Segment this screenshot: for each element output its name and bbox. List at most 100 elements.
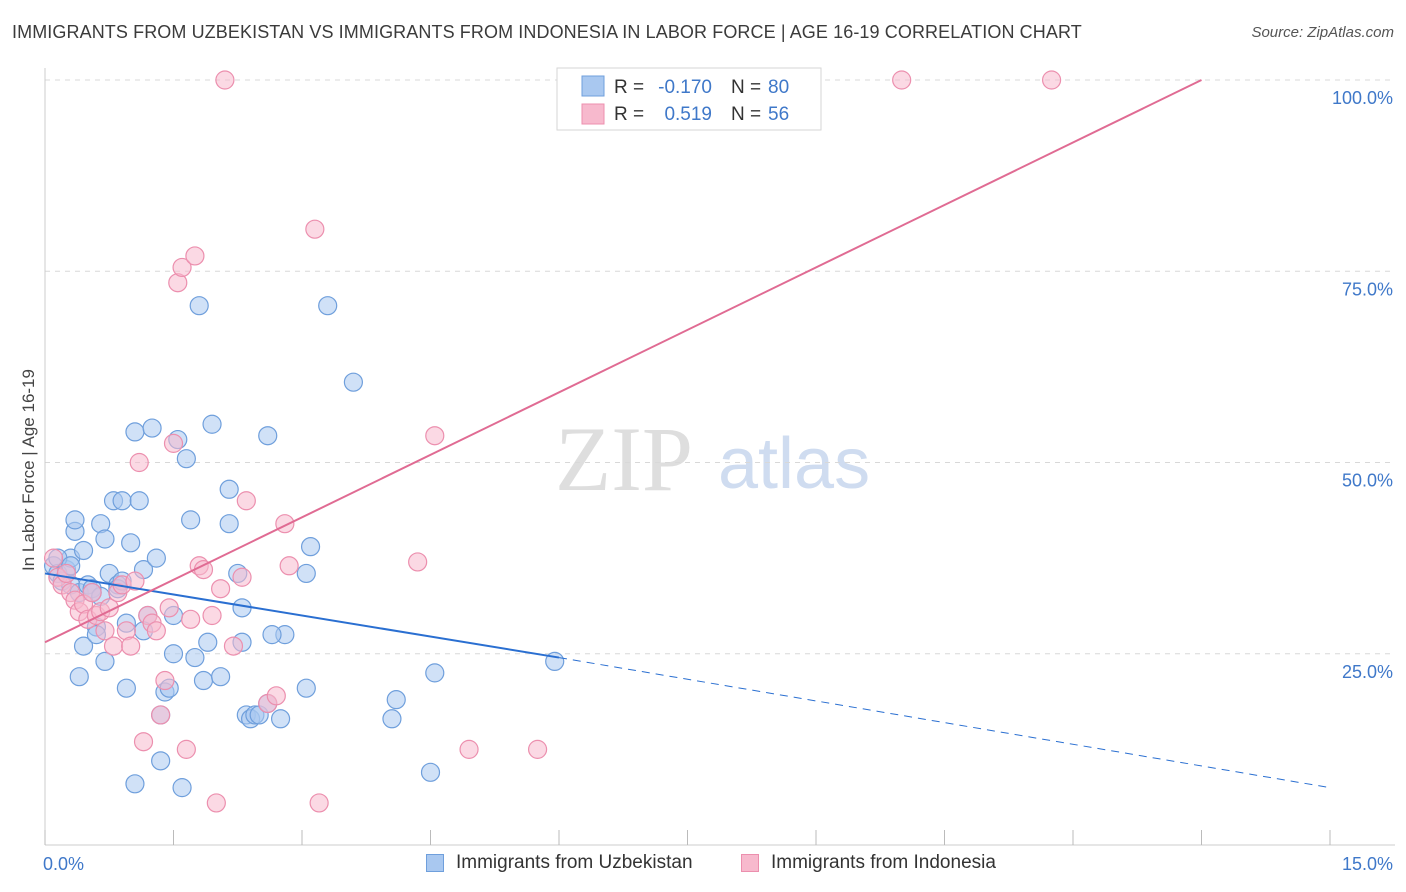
- watermark-zip: ZIP: [555, 408, 693, 510]
- point-indonesia: [236, 491, 256, 511]
- stats-swatch-uzbekistan: [581, 75, 605, 97]
- stats-r-value-1: -0.170: [658, 77, 712, 98]
- point-uzbekistan: [125, 774, 145, 794]
- point-indonesia: [527, 739, 548, 759]
- point-indonesia: [215, 70, 235, 90]
- point-uzbekistan: [112, 491, 132, 511]
- series-indonesia-points: [43, 70, 1062, 813]
- point-indonesia: [125, 571, 145, 591]
- point-uzbekistan: [73, 636, 94, 656]
- point-indonesia: [129, 452, 149, 473]
- series-uzbekistan-points: [43, 296, 565, 798]
- point-uzbekistan: [116, 678, 136, 698]
- point-uzbekistan: [343, 372, 363, 392]
- point-uzbekistan: [420, 762, 441, 782]
- point-indonesia: [279, 556, 299, 576]
- point-uzbekistan: [425, 663, 445, 683]
- point-uzbekistan: [176, 449, 196, 469]
- point-indonesia: [892, 70, 912, 90]
- point-uzbekistan: [296, 678, 316, 698]
- point-uzbekistan: [65, 510, 85, 530]
- point-uzbekistan: [73, 540, 94, 561]
- point-uzbekistan: [193, 670, 214, 691]
- point-indonesia: [163, 433, 184, 453]
- legend-item-indonesia[interactable]: Immigrants from Indonesia: [741, 852, 996, 874]
- x-tick-label: 15.0%: [1342, 854, 1393, 874]
- point-uzbekistan: [121, 533, 141, 553]
- point-indonesia: [146, 621, 166, 641]
- watermark-atlas: atlas: [718, 424, 870, 504]
- legend-item-uzbekistan[interactable]: Immigrants from Uzbekistan: [426, 852, 693, 874]
- trend-line-uzbekistan-extension: [558, 657, 1331, 789]
- point-indonesia: [408, 552, 428, 572]
- y-tick-label: 75.0%: [1342, 279, 1393, 299]
- point-uzbekistan: [163, 644, 184, 664]
- point-uzbekistan: [172, 778, 192, 798]
- axes: [44, 68, 1395, 846]
- trend-line-uzbekistan: [44, 572, 560, 659]
- point-uzbekistan: [146, 548, 166, 568]
- source-label: Source: ZipAtlas.com: [1251, 24, 1394, 41]
- point-uzbekistan: [232, 598, 252, 618]
- point-uzbekistan: [129, 491, 149, 511]
- tick-labels: 25.0% 50.0% 75.0% 100.0% 0.0% 15.0%: [43, 88, 1393, 874]
- point-indonesia: [133, 732, 154, 752]
- point-uzbekistan: [386, 690, 406, 710]
- point-indonesia: [121, 636, 141, 656]
- point-indonesia: [43, 548, 64, 568]
- stats-n-value-1: 80: [768, 77, 789, 98]
- point-indonesia: [103, 636, 124, 656]
- point-indonesia: [202, 605, 222, 626]
- y-tick-label: 50.0%: [1342, 471, 1393, 491]
- point-indonesia: [223, 636, 244, 656]
- point-uzbekistan: [262, 625, 282, 645]
- point-uzbekistan: [300, 537, 321, 557]
- point-uzbekistan: [198, 632, 218, 652]
- point-uzbekistan: [318, 296, 338, 316]
- point-indonesia: [95, 621, 115, 641]
- trend-lines: [44, 79, 1331, 789]
- point-indonesia: [185, 246, 205, 266]
- point-indonesia: [1041, 70, 1062, 90]
- y-axis-label: In Labor Force | Age 16-19: [19, 369, 38, 571]
- point-indonesia: [206, 793, 226, 813]
- y-tick-label: 25.0%: [1342, 662, 1393, 682]
- point-uzbekistan: [125, 422, 145, 442]
- stats-r-label-2: R =: [614, 104, 644, 125]
- point-indonesia: [459, 739, 479, 759]
- point-indonesia: [309, 793, 329, 813]
- point-uzbekistan: [202, 414, 222, 434]
- chart-title: IMMIGRANTS FROM UZBEKISTAN VS IMMIGRANTS…: [12, 22, 1082, 42]
- trend-line-indonesia: [44, 79, 1202, 644]
- point-uzbekistan: [142, 418, 162, 438]
- gridlines: [45, 79, 1395, 655]
- point-uzbekistan: [219, 514, 239, 534]
- point-indonesia: [176, 739, 196, 759]
- stats-swatch-indonesia: [581, 103, 605, 125]
- point-indonesia: [56, 563, 77, 584]
- point-uzbekistan: [185, 647, 205, 668]
- point-uzbekistan: [219, 479, 239, 499]
- point-indonesia: [151, 705, 171, 725]
- point-indonesia: [82, 582, 102, 603]
- stats-r-label-1: R =: [614, 77, 644, 98]
- point-indonesia: [155, 670, 175, 691]
- point-uzbekistan: [211, 667, 231, 687]
- point-uzbekistan: [258, 426, 278, 446]
- stats-n-label-1: N =: [731, 77, 761, 98]
- point-indonesia: [172, 257, 192, 278]
- x-tick-label: 0.0%: [43, 854, 84, 874]
- point-indonesia: [305, 219, 325, 239]
- stats-n-value-2: 56: [768, 104, 789, 125]
- point-uzbekistan: [151, 751, 171, 771]
- point-uzbekistan: [382, 709, 402, 729]
- point-indonesia: [193, 559, 214, 580]
- stats-box: R = -0.170 N = 80 R = 0.519 N = 56: [556, 67, 822, 131]
- point-uzbekistan: [270, 709, 291, 729]
- legend-label-uzbekistan: Immigrants from Uzbekistan: [456, 852, 693, 873]
- point-indonesia: [159, 598, 179, 618]
- legend-label-indonesia: Immigrants from Indonesia: [771, 852, 996, 873]
- stats-r-value-2: 0.519: [664, 104, 712, 125]
- point-indonesia: [266, 686, 286, 706]
